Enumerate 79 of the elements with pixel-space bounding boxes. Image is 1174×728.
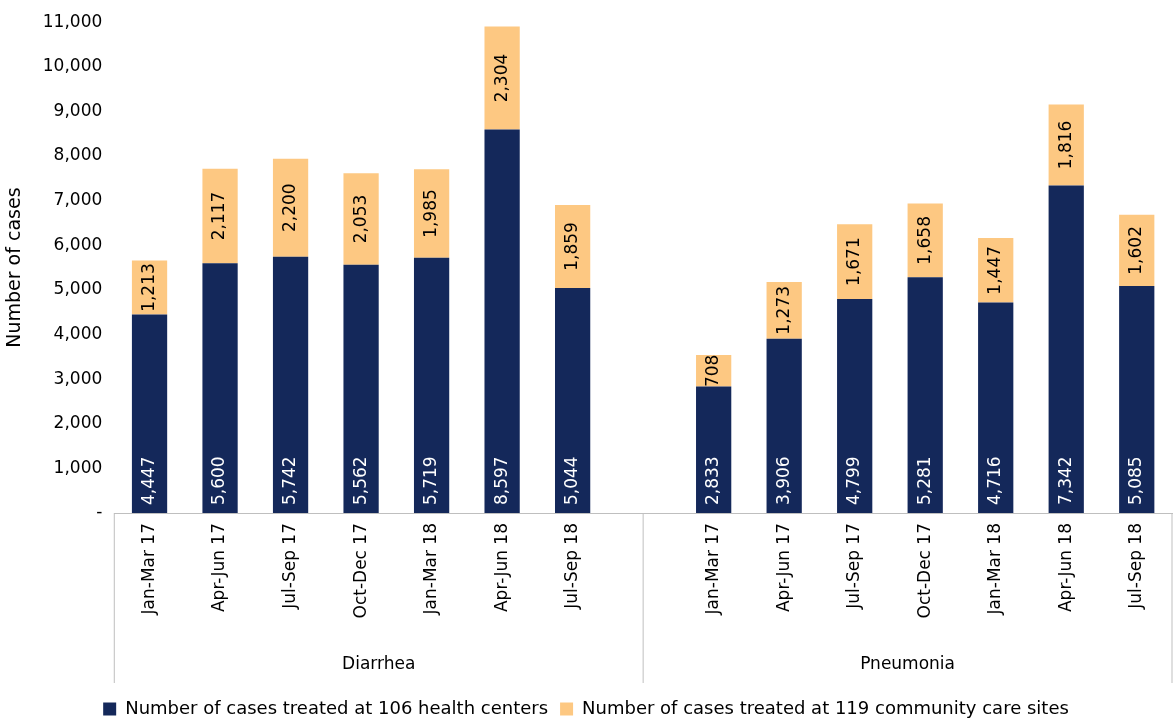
data-label: 5,742 <box>278 456 299 505</box>
x-tick-label: Jan-Mar 18 <box>420 523 441 616</box>
bar <box>202 263 238 513</box>
data-label: 8,597 <box>490 456 511 505</box>
bar <box>1119 286 1155 513</box>
y-tick-label: - <box>96 501 103 522</box>
data-label: 4,799 <box>843 456 864 505</box>
x-tick-label: Jul-Sep 17 <box>843 523 864 610</box>
data-label: 1,985 <box>420 189 441 238</box>
bar <box>413 169 450 258</box>
data-label: 708 <box>702 354 723 388</box>
bar <box>484 26 520 130</box>
data-label: 1,602 <box>1125 226 1146 275</box>
x-tick-label: Jan-Mar 18 <box>984 523 1005 616</box>
data-label: 1,816 <box>1054 120 1075 170</box>
x-tick-label: Jan-Mar 17 <box>702 523 723 616</box>
data-label: 1,273 <box>772 285 793 335</box>
y-tick-label: 2,000 <box>53 412 103 433</box>
data-label: 2,053 <box>349 194 370 244</box>
bar <box>131 314 168 513</box>
x-tick-label: Oct-Dec 17 <box>913 523 934 619</box>
y-tick-label: 7,000 <box>53 189 103 210</box>
x-tick-label: Jan-Mar 17 <box>137 523 158 616</box>
data-label: 4,447 <box>137 456 158 505</box>
y-tick-label: 5,000 <box>53 278 103 299</box>
data-label: 2,833 <box>702 456 723 505</box>
data-label: 7,342 <box>1054 456 1075 505</box>
x-tick-label: Oct-Dec 17 <box>349 523 370 619</box>
data-label: 5,281 <box>913 456 934 505</box>
bar <box>413 257 450 513</box>
x-tick-label: Apr-Jun 18 <box>1054 523 1075 613</box>
data-label: 1,213 <box>137 263 158 312</box>
data-label: 3,906 <box>772 456 793 505</box>
data-label: 1,671 <box>843 237 864 286</box>
x-tick-label: Apr-Jun 18 <box>490 523 511 613</box>
bar <box>907 277 943 513</box>
bar <box>484 129 520 513</box>
bar <box>766 338 802 513</box>
data-label: 2,200 <box>278 183 299 233</box>
x-tick-label: Jul-Sep 17 <box>278 523 299 610</box>
bar <box>1048 185 1084 513</box>
y-tick-label: 9,000 <box>53 99 103 120</box>
y-tick-label: 4,000 <box>53 322 103 343</box>
data-label: 1,447 <box>984 245 1005 295</box>
x-tick-label: Jul-Sep 18 <box>561 523 582 610</box>
y-tick-label: 1,000 <box>53 456 103 477</box>
y-tick-label: 8,000 <box>53 144 103 165</box>
x-tick-label: Apr-Jun 17 <box>208 523 229 613</box>
bar <box>555 287 591 513</box>
bar <box>272 158 309 257</box>
data-label: 5,562 <box>349 456 370 505</box>
legend-label: Number of cases treated at 106 health centers <box>125 696 549 718</box>
data-label: 5,044 <box>561 456 582 505</box>
data-label: 2,304 <box>490 53 511 103</box>
bar <box>837 224 873 299</box>
y-axis-title: Number of cases <box>2 187 25 348</box>
text: Diarrhea <box>342 653 416 674</box>
data-label: 2,117 <box>208 191 229 241</box>
data-label: 5,600 <box>208 456 229 505</box>
x-tick-label: Jul-Sep 18 <box>1125 523 1146 610</box>
bar <box>202 168 238 264</box>
data-label: 5,719 <box>420 456 441 505</box>
bar <box>343 173 379 265</box>
y-tick-label: 6,000 <box>53 233 103 254</box>
data-label: 1,859 <box>561 222 582 271</box>
data-label: 1,658 <box>913 216 934 265</box>
bar <box>837 298 873 513</box>
bar <box>343 264 379 513</box>
data-label: 5,085 <box>1125 456 1146 505</box>
bar <box>978 302 1014 513</box>
y-tick-label: 3,000 <box>53 367 103 388</box>
x-tick-label: Apr-Jun 17 <box>772 523 793 613</box>
legend-label: Number of cases treated at 119 community care sites <box>582 696 1069 718</box>
bar <box>696 386 732 513</box>
text: Pneumonia <box>860 653 955 674</box>
data-label: 4,716 <box>984 456 1005 505</box>
bar <box>272 256 309 513</box>
y-tick-label: 10,000 <box>42 55 103 76</box>
y-tick-label: 11,000 <box>42 10 103 31</box>
